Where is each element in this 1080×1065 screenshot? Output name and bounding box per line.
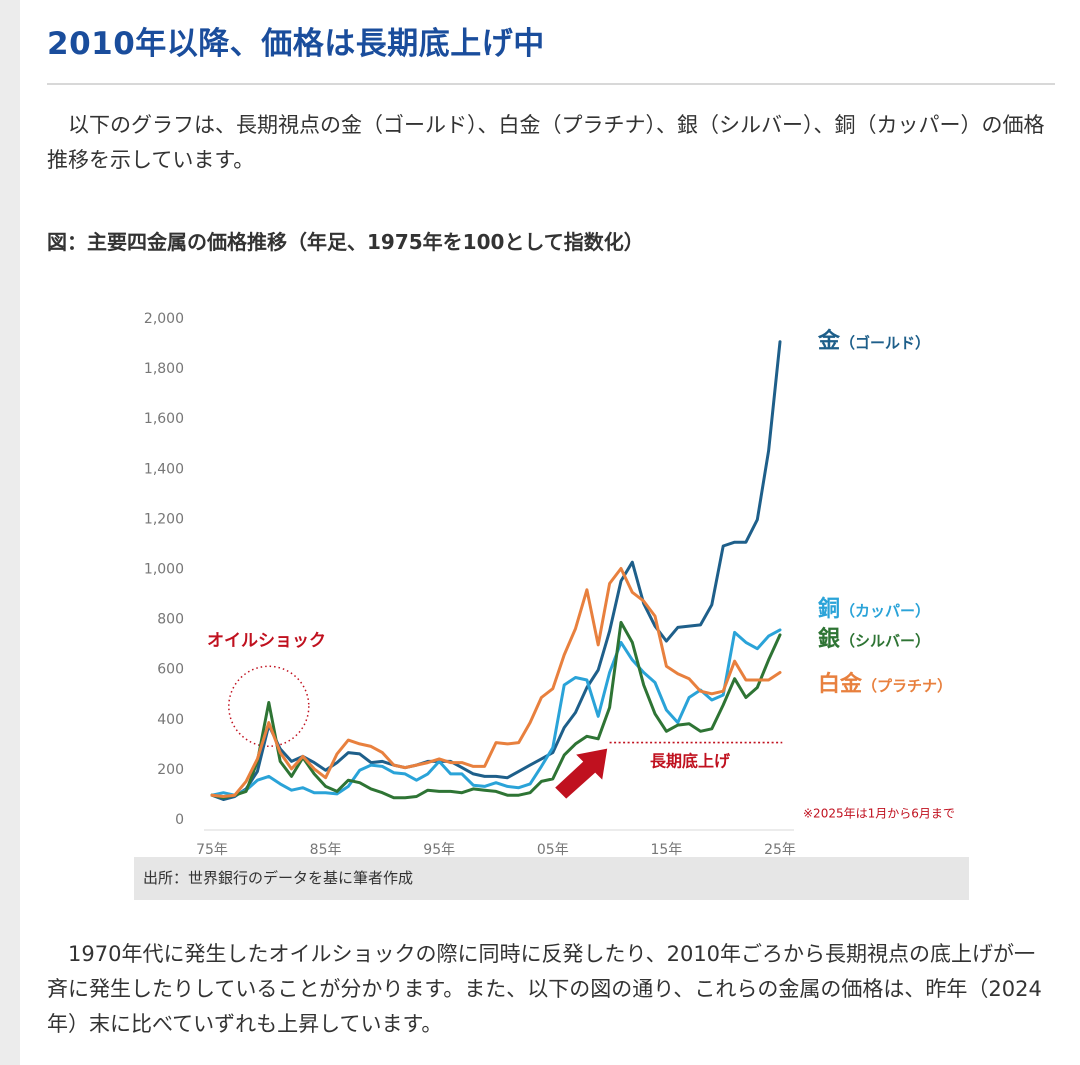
source-box: 出所：世界銀行のデータを基に筆者作成 xyxy=(134,857,969,900)
series-name: 金 xyxy=(817,328,841,354)
y-tick-label: 1,400 xyxy=(144,461,184,477)
series-subname: （カッパー） xyxy=(840,602,930,620)
x-tick-label: 75年 xyxy=(196,842,228,858)
y-tick-label: 1,200 xyxy=(144,511,184,527)
title-divider xyxy=(47,83,1055,85)
series-name: 白金 xyxy=(818,671,863,697)
x-tick-label: 25年 xyxy=(764,842,796,858)
conclusion-paragraph: 1970年代に発生したオイルショックの際に同時に反発したり、2010年ごろから長… xyxy=(47,942,1042,1036)
y-tick-label: 800 xyxy=(157,612,184,628)
source-text: 出所：世界銀行のデータを基に筆者作成 xyxy=(143,869,414,887)
series-label-シルバー: 銀（シルバー） xyxy=(818,627,930,652)
oil-shock-circle xyxy=(228,665,310,748)
up-arrow-icon xyxy=(555,748,608,799)
series-label-ゴールド: 金（ゴールド） xyxy=(817,328,930,354)
bottom-rise-label: 長期底上げ xyxy=(650,751,731,770)
series-subname: （ゴールド） xyxy=(840,334,930,352)
series-subname: （プラチナ） xyxy=(862,677,952,695)
series-label-カッパー: 銅（カッパー） xyxy=(818,596,930,622)
y-tick-label: 0 xyxy=(175,812,184,828)
series-line-プラチナ xyxy=(210,567,782,798)
x-tick-label: 05年 xyxy=(537,842,569,858)
y-tick-label: 2,000 xyxy=(144,311,184,327)
x-tick-label: 95年 xyxy=(423,842,455,858)
y-tick-label: 1,800 xyxy=(144,361,184,377)
y-tick-label: 1,000 xyxy=(144,562,184,578)
series-label-プラチナ: 白金（プラチナ） xyxy=(818,671,952,697)
x-tick-label: 85年 xyxy=(310,842,342,858)
series-name: 銅 xyxy=(818,596,840,622)
y-tick-label: 1,600 xyxy=(144,411,184,427)
intro-paragraph: 以下のグラフは、長期視点の金（ゴールド）、白金（プラチナ）、銀（シルバー）、銅（… xyxy=(47,113,1045,172)
series-line-ゴールド xyxy=(210,340,782,801)
price-index-chart: 0 200 400 600 800 1,000 1,200 1,400 1,600 1,800 2,… xyxy=(144,311,955,858)
y-tick-label: 200 xyxy=(157,762,184,778)
x-tick-label: 15年 xyxy=(650,842,682,858)
oil-shock-label: オイルショック xyxy=(207,631,326,651)
series-line-シルバー xyxy=(210,620,782,800)
series-name: 銀 xyxy=(818,627,840,652)
y-tick-label: 600 xyxy=(157,662,184,678)
y-tick-label: 400 xyxy=(157,712,184,728)
article: 2010年以降、価格は長期底上げ中 以下のグラフは、長期視点の金（ゴールド）、白… xyxy=(20,0,1080,1065)
series-line-カッパー xyxy=(210,628,782,797)
page-title: 2010年以降、価格は長期底上げ中 xyxy=(47,26,545,62)
figure-title: 図：主要四金属の価格推移（年足、1975年を100として指数化） xyxy=(47,230,644,254)
series-subname: （シルバー） xyxy=(840,632,930,650)
partial-year-note: ※2025年は1月から6月まで xyxy=(803,807,955,821)
